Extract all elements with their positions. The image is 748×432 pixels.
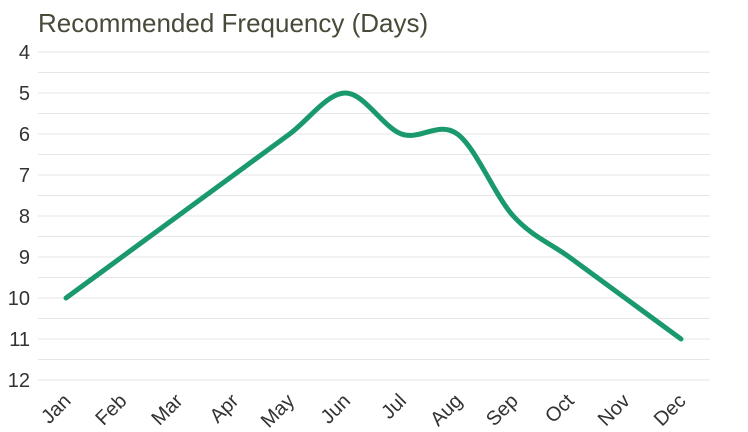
y-tick-label: 10 (8, 288, 30, 310)
y-tick-label: 7 (19, 165, 30, 187)
x-tick-label: Apr (206, 390, 244, 428)
x-tick-label: Jan (37, 390, 75, 428)
y-tick-label: 8 (19, 206, 30, 228)
y-tick-label: 12 (8, 370, 30, 392)
x-tick-label: May (257, 390, 299, 432)
y-tick-label: 9 (19, 247, 30, 269)
x-tick-label: Jun (317, 390, 355, 428)
x-axis-ticks: Jan Feb Mar Apr May Jun Jul Aug Sep Oct Nov Dec (37, 390, 690, 432)
x-tick-label: Sep (482, 390, 523, 431)
x-tick-label: Mar (147, 390, 187, 430)
gridlines (38, 51, 710, 381)
x-tick-label: Feb (92, 390, 132, 430)
y-axis-ticks: 4 5 6 7 8 9 10 11 12 (8, 42, 30, 392)
y-tick-label: 6 (19, 124, 30, 146)
x-tick-label: Oct (541, 390, 579, 428)
chart-title: Recommended Frequency (Days) (38, 8, 429, 38)
x-tick-label: Dec (650, 390, 691, 431)
x-tick-label: Nov (594, 390, 635, 431)
x-tick-label: Jul (377, 390, 411, 424)
series-lines (63, 90, 684, 342)
y-tick-label: 5 (19, 83, 30, 105)
x-tick-label: Aug (426, 390, 467, 431)
series-line (63, 90, 684, 342)
y-tick-label: 4 (19, 42, 30, 64)
y-tick-label: 11 (9, 329, 30, 351)
